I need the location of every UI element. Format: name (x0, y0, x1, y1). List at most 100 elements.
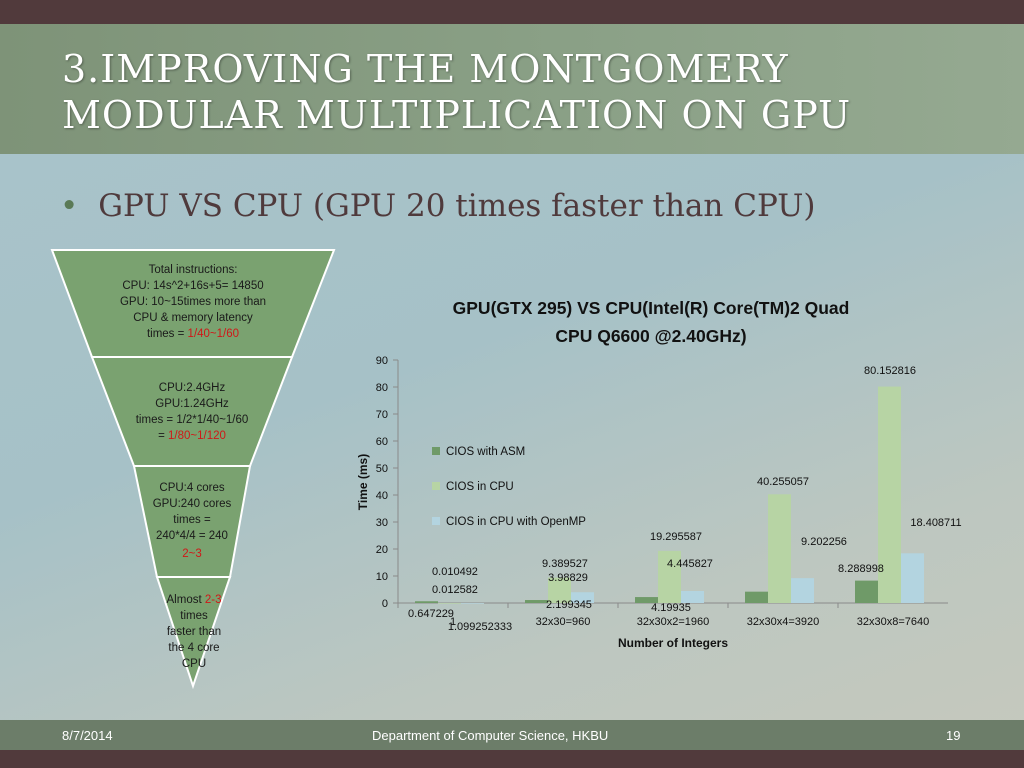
y-tick-label: 30 (376, 517, 388, 529)
bullet-point: • GPU VS CPU (GPU 20 times faster than CP… (60, 188, 816, 224)
data-label: 9.202256 (801, 536, 847, 548)
pyramid-text-prefix: = (158, 430, 169, 442)
x-tick-label: 32x30x2=1960 (637, 616, 709, 628)
x-axis-label: Number of Integers (618, 636, 728, 650)
x-tick-label: 32x30x4=3920 (747, 616, 819, 628)
x-tick-label: 32x30=960 (536, 616, 591, 628)
y-tick-label: 20 (376, 544, 388, 556)
slide-title: 3.Improving the Montgomery Modular Multi… (62, 47, 852, 137)
pyramid-highlight-value: 2~3 (182, 548, 202, 560)
pyramid-text-line: GPU:1.24GHz (155, 398, 229, 410)
legend-swatch (432, 482, 440, 490)
pyramid-highlight-value: 2-3 (204, 594, 222, 606)
title-bar (0, 24, 1024, 154)
bullet-text: GPU VS CPU (GPU 20 times faster than CPU… (98, 188, 816, 224)
data-label: 4.445827 (667, 558, 713, 570)
pyramid-level-1-text: Total instructions: CPU: 14s^2+16s+5= 14… (93, 262, 293, 342)
bullet-dot-icon: • (60, 188, 79, 224)
legend-label: CIOS with ASM (446, 446, 525, 458)
data-label: 2.199345 (546, 599, 592, 611)
footer: 8/7/2014 Department of Computer Science,… (0, 720, 1024, 750)
pyramid-level-2-text: CPU:2.4GHz GPU:1.24GHz times = 1/2*1/40~… (112, 380, 272, 444)
chart-title-line: CPU Q6600 @2.40GHz) (555, 326, 746, 346)
chart-bars (415, 386, 924, 604)
bar (415, 601, 438, 603)
pyramid-highlight-value: 1/80~1/120 (168, 430, 226, 442)
pyramid-level-4 (155, 576, 232, 690)
bar (438, 602, 461, 604)
top-bar (0, 0, 1024, 24)
footer-page-number: 19 (946, 728, 961, 743)
bar (855, 580, 878, 603)
pyramid-text-line: CPU:4 cores (159, 482, 225, 494)
data-label: 3.98829 (548, 572, 588, 584)
y-tick-label: 40 (376, 490, 388, 502)
bar (571, 592, 594, 603)
data-label: 4.19935 (651, 602, 691, 614)
pyramid-highlight-value: 1/40~1/60 (187, 328, 240, 340)
data-label: 40.255057 (757, 476, 809, 488)
data-label: 18.408711 (910, 517, 961, 529)
bar (745, 591, 768, 603)
data-label: 9.389527 (542, 558, 588, 570)
x-tick-label: 1 (450, 616, 456, 628)
legend-swatch (432, 517, 440, 525)
pyramid-text-line: Total instructions: (148, 264, 238, 276)
chart-legend: CIOS with ASM CIOS in CPU CIOS in CPU with… (432, 446, 586, 528)
y-tick-label: 50 (376, 463, 388, 475)
pyramid-text-line: times = (173, 514, 211, 526)
legend-label: CIOS in CPU with OpenMP (446, 516, 586, 528)
data-label: 1.099252333 (448, 621, 512, 633)
pyramid-text-prefix: times = (146, 328, 188, 340)
pyramid-text-line: 240*4/4 = 240 (156, 530, 228, 542)
bottom-bar (0, 750, 1024, 768)
pyramid-text-line: CPU (181, 658, 207, 670)
chart-title: GPU(GTX 295) VS CPU(Intel(R) Core(TM)2 Q… (453, 298, 850, 346)
y-tick-label: 80 (376, 382, 388, 394)
y-tick-label: 10 (376, 571, 388, 583)
data-label: 0.010492 (432, 566, 478, 578)
bar (525, 600, 548, 603)
legend-label: CIOS in CPU (446, 481, 514, 493)
pyramid-level-3-text: CPU:4 cores GPU:240 cores times = 240*4/… (132, 480, 252, 562)
pyramid-text-line: CPU & memory latency (133, 312, 253, 324)
bar (635, 597, 658, 603)
bar (768, 494, 791, 603)
footer-center: Department of Computer Science, HKBU (372, 728, 609, 743)
y-tick-label: 60 (376, 436, 388, 448)
pyramid-text-line: times = 1/2*1/40~1/60 (135, 414, 249, 426)
pyramid-text-line: the 4 core (168, 642, 220, 654)
bar (658, 550, 681, 603)
pyramid-text-prefix: Almost (166, 594, 205, 606)
data-label: 19.295587 (650, 531, 702, 543)
footer-date: 8/7/2014 (62, 728, 113, 743)
data-label: 0.647229 (408, 608, 454, 620)
pyramid-text-line: Almost 2-3 (148, 592, 240, 608)
pyramid-text-line: GPU: 10~15times more than (119, 296, 267, 308)
pyramid-text-line: GPU:240 cores (152, 498, 232, 510)
pyramid-text-line: times (180, 610, 208, 622)
x-tick-label: 32x30x8=7640 (857, 616, 929, 628)
pyramid-text-line: faster than (166, 626, 222, 638)
legend-swatch (432, 447, 440, 455)
chart-axes: 0 10 20 30 40 50 60 70 80 90 1 32x30=960 32x30x2=196… (356, 355, 948, 650)
pyramid-level-4-text: Almost 2-3 times faster than the 4 core … (148, 592, 240, 672)
pyramid-text-line: CPU: 14s^2+16s+5= 14850 (122, 280, 264, 292)
bar (791, 578, 814, 603)
bar (461, 602, 484, 604)
pyramid-text-line: times = 1/40~1/60 (93, 326, 293, 342)
data-label: 8.288998 (838, 563, 884, 575)
data-label: 80.152816 (864, 365, 916, 377)
y-tick-label: 70 (376, 409, 388, 421)
bar (901, 553, 924, 603)
y-tick-label: 0 (382, 598, 388, 610)
chart-title-line: GPU(GTX 295) VS CPU(Intel(R) Core(TM)2 Q… (453, 298, 850, 318)
y-axis-label: Time (ms) (356, 454, 370, 510)
pyramid-text-line: = 1/80~1/120 (112, 428, 272, 444)
y-tick-label: 90 (376, 355, 388, 367)
bar (681, 590, 704, 603)
